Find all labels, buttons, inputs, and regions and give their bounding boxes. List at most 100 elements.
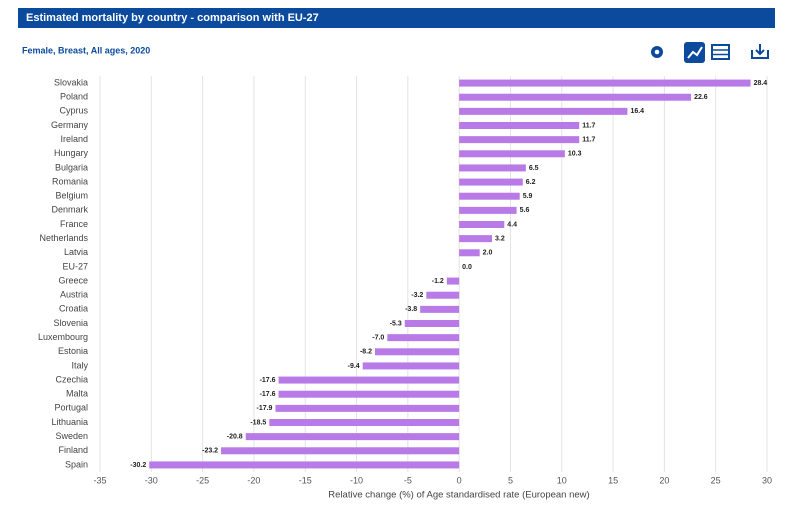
value-label: 0.0 [462,264,472,271]
y-tick-label: Austria [60,290,88,300]
bar [459,150,565,158]
header-bar [18,8,775,28]
x-tick-label: -10 [350,475,363,485]
bar [278,376,460,384]
bar [387,334,460,342]
y-tick-label: Netherlands [39,233,88,243]
x-tick-label: 10 [557,475,567,485]
value-label: 5.6 [520,207,530,214]
bar [446,277,460,285]
y-tick-label: Latvia [64,247,88,257]
value-label: -17.6 [260,391,276,398]
bar [362,362,460,370]
bar [459,79,751,87]
x-tick-label: 30 [762,475,772,485]
x-tick-label: 5 [508,475,513,485]
x-tick-label: -35 [93,475,106,485]
value-label: -7.0 [372,334,384,341]
y-tick-label: Lithuania [51,417,88,427]
bar [459,192,520,200]
chart-title: Estimated mortality by country - compari… [26,12,319,24]
y-tick-label: Romania [52,176,88,186]
x-tick-label: -20 [247,475,260,485]
y-tick-label: Spain [65,459,88,469]
value-label: 6.2 [526,179,536,186]
y-tick-label: France [60,219,88,229]
value-label: -17.6 [260,377,276,384]
y-tick-label: Slovakia [54,77,88,87]
value-label: -17.9 [257,405,273,412]
value-label: 22.6 [694,94,708,101]
y-tick-label: Denmark [51,205,88,215]
y-tick-label: Cyprus [59,106,88,116]
x-tick-label: 25 [711,475,721,485]
value-label: -3.8 [405,306,417,313]
y-tick-label: Malta [66,389,88,399]
bar [459,164,526,172]
bar [459,178,523,186]
y-tick-label: Poland [60,92,88,102]
bar [459,93,692,101]
y-tick-label: Luxembourg [38,332,88,342]
y-tick-label: Croatia [59,304,88,314]
bar [245,433,460,441]
x-tick-label: -30 [145,475,158,485]
x-tick-label: 15 [608,475,618,485]
y-tick-label: Belgium [55,191,88,201]
x-axis-label: Relative change (%) of Age standardised … [328,490,589,501]
bar [459,136,580,144]
bar [459,122,580,129]
y-tick-label: Greece [58,275,88,285]
table-view-button[interactable] [711,44,730,60]
bar [275,404,460,412]
settings-button[interactable] [651,46,663,58]
download-button[interactable] [751,44,769,59]
y-tick-label: Germany [51,120,89,130]
chart-subtitle: Female, Breast, All ages, 2020 [22,45,150,55]
value-label: -9.4 [348,363,360,370]
value-label: -20.8 [227,433,243,440]
bar [221,447,460,455]
bar [459,206,517,214]
bar [375,348,460,356]
bar [420,305,460,313]
x-tick-label: -5 [404,475,412,485]
value-label: 28.4 [754,80,768,87]
x-tick-label: -15 [299,475,312,485]
y-tick-label: Slovenia [53,318,88,328]
bar [149,461,460,469]
y-tick-label: Czechia [55,374,88,384]
value-label: 16.4 [630,108,644,115]
y-tick-label: Estonia [58,346,88,356]
value-label: -30.2 [130,462,146,469]
value-label: 2.0 [483,250,493,257]
bar [278,390,460,398]
bar [459,221,505,228]
bar [404,320,460,327]
chart-view-button[interactable] [684,42,705,63]
value-label: -5.3 [390,320,402,327]
value-label: 3.2 [495,235,505,242]
value-label: 10.3 [568,151,582,158]
x-tick-label: 20 [659,475,669,485]
bar [426,291,460,299]
y-tick-label: Portugal [54,403,88,413]
y-tick-label: Ireland [60,134,88,144]
value-label: 5.9 [523,193,533,200]
x-tick-label: -25 [196,475,209,485]
value-label: -8.2 [360,349,372,356]
x-tick-label: 0 [457,475,462,485]
y-tick-label: Finland [58,445,88,455]
value-label: 4.4 [507,221,517,228]
value-label: 11.7 [582,122,595,129]
y-tick-label: Sweden [55,431,88,441]
value-label: -1.2 [432,278,444,285]
bar [459,235,492,243]
bar [459,249,480,257]
value-label: -3.2 [411,292,423,299]
value-label: 6.5 [529,165,539,172]
value-label: 11.7 [582,136,595,143]
y-tick-label: Hungary [54,148,89,158]
y-tick-label: EU-27 [62,261,88,271]
